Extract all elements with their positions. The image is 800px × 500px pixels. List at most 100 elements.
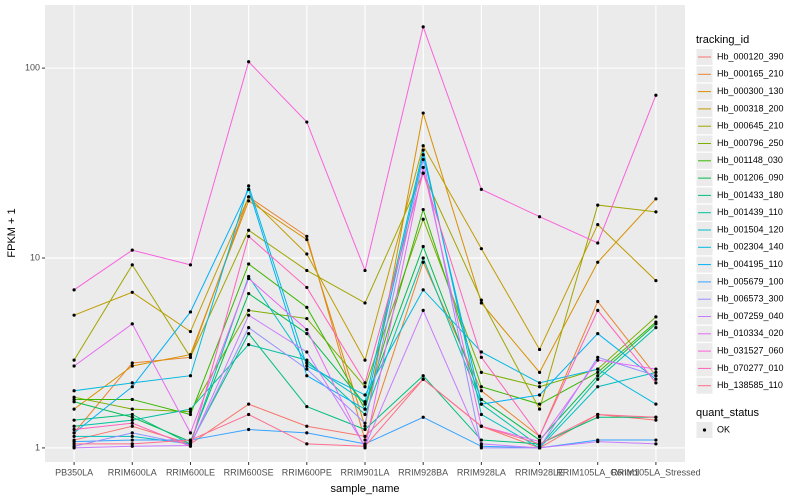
y-axis-title: FPKM + 1	[6, 208, 18, 257]
point	[654, 93, 658, 97]
legend-label: Hb_000165_210	[717, 69, 784, 79]
x-tick-label: RRIM105LA_Control	[556, 467, 639, 477]
point	[305, 238, 309, 242]
point	[188, 353, 193, 357]
point	[654, 370, 658, 374]
point	[188, 412, 193, 417]
point	[421, 144, 425, 148]
point	[130, 263, 134, 267]
legend-label: Hb_138585_110	[717, 380, 783, 390]
point	[130, 431, 134, 435]
point	[654, 197, 658, 201]
point	[596, 412, 600, 417]
point	[305, 285, 309, 290]
point	[72, 358, 76, 362]
point	[596, 415, 600, 419]
point	[72, 424, 76, 428]
point	[654, 438, 658, 442]
point	[247, 308, 251, 312]
x-axis-title: sample_name	[330, 483, 399, 495]
point	[654, 377, 658, 381]
point	[363, 438, 367, 442]
point	[537, 402, 542, 406]
point	[247, 228, 251, 232]
point	[421, 260, 425, 264]
point	[247, 60, 251, 64]
point	[247, 402, 251, 406]
point	[72, 400, 76, 404]
point	[130, 421, 134, 425]
point	[537, 439, 542, 444]
point	[363, 393, 367, 397]
point	[130, 418, 134, 422]
legend-label: Hb_001148_030	[717, 155, 783, 165]
point	[130, 381, 134, 385]
point	[247, 276, 251, 281]
x-tick-label: RRIM928BA	[398, 467, 448, 477]
point	[537, 381, 542, 385]
point	[130, 322, 134, 326]
point	[654, 326, 658, 330]
point	[130, 248, 134, 252]
point	[363, 385, 367, 389]
point	[130, 385, 134, 389]
point	[363, 301, 367, 305]
x-tick-label: RRIM600SE	[224, 467, 274, 477]
legend-point	[702, 428, 707, 432]
point	[130, 424, 134, 428]
point	[596, 222, 600, 227]
point	[654, 367, 658, 371]
point	[479, 424, 483, 428]
point	[479, 370, 483, 374]
point	[130, 407, 134, 411]
legend-label: Hb_001504_120	[717, 224, 784, 234]
point	[363, 381, 367, 385]
point	[537, 385, 542, 389]
point	[479, 355, 483, 359]
point	[188, 310, 193, 314]
y-tick-label: 1	[35, 442, 40, 452]
point	[363, 400, 367, 404]
x-tick-label: RRIM901LA	[340, 467, 389, 477]
point	[130, 444, 134, 448]
point	[130, 364, 134, 368]
point	[421, 374, 425, 378]
x-tick-label: RRIM600PE	[282, 467, 332, 477]
point	[247, 291, 251, 296]
point	[305, 331, 309, 336]
point	[247, 331, 251, 336]
point	[596, 367, 600, 371]
point	[188, 431, 193, 435]
legend-title: tracking_id	[696, 34, 749, 46]
point	[421, 148, 425, 152]
legend-label: Hb_005679_100	[717, 276, 784, 286]
x-tick-label: RRIM105LA_Stressed	[611, 467, 701, 477]
point	[305, 305, 309, 309]
point	[305, 374, 309, 378]
point	[305, 431, 309, 435]
point	[188, 263, 193, 267]
point	[72, 397, 76, 402]
point	[479, 446, 483, 450]
point	[188, 329, 193, 334]
point	[363, 358, 367, 362]
point	[363, 412, 367, 417]
point	[305, 234, 309, 238]
point	[479, 442, 483, 446]
point	[72, 395, 76, 399]
point	[247, 412, 251, 417]
point	[247, 195, 251, 199]
y-tick-label: 10	[30, 252, 40, 262]
point	[596, 385, 600, 389]
point	[596, 260, 600, 264]
point	[247, 262, 251, 266]
point	[247, 234, 251, 238]
point	[537, 393, 542, 397]
point	[596, 331, 600, 336]
point	[305, 405, 309, 409]
point	[305, 268, 309, 273]
point	[596, 308, 600, 312]
x-tick-label: RRIM600LA	[108, 467, 157, 477]
point	[479, 402, 483, 406]
point	[130, 438, 134, 442]
